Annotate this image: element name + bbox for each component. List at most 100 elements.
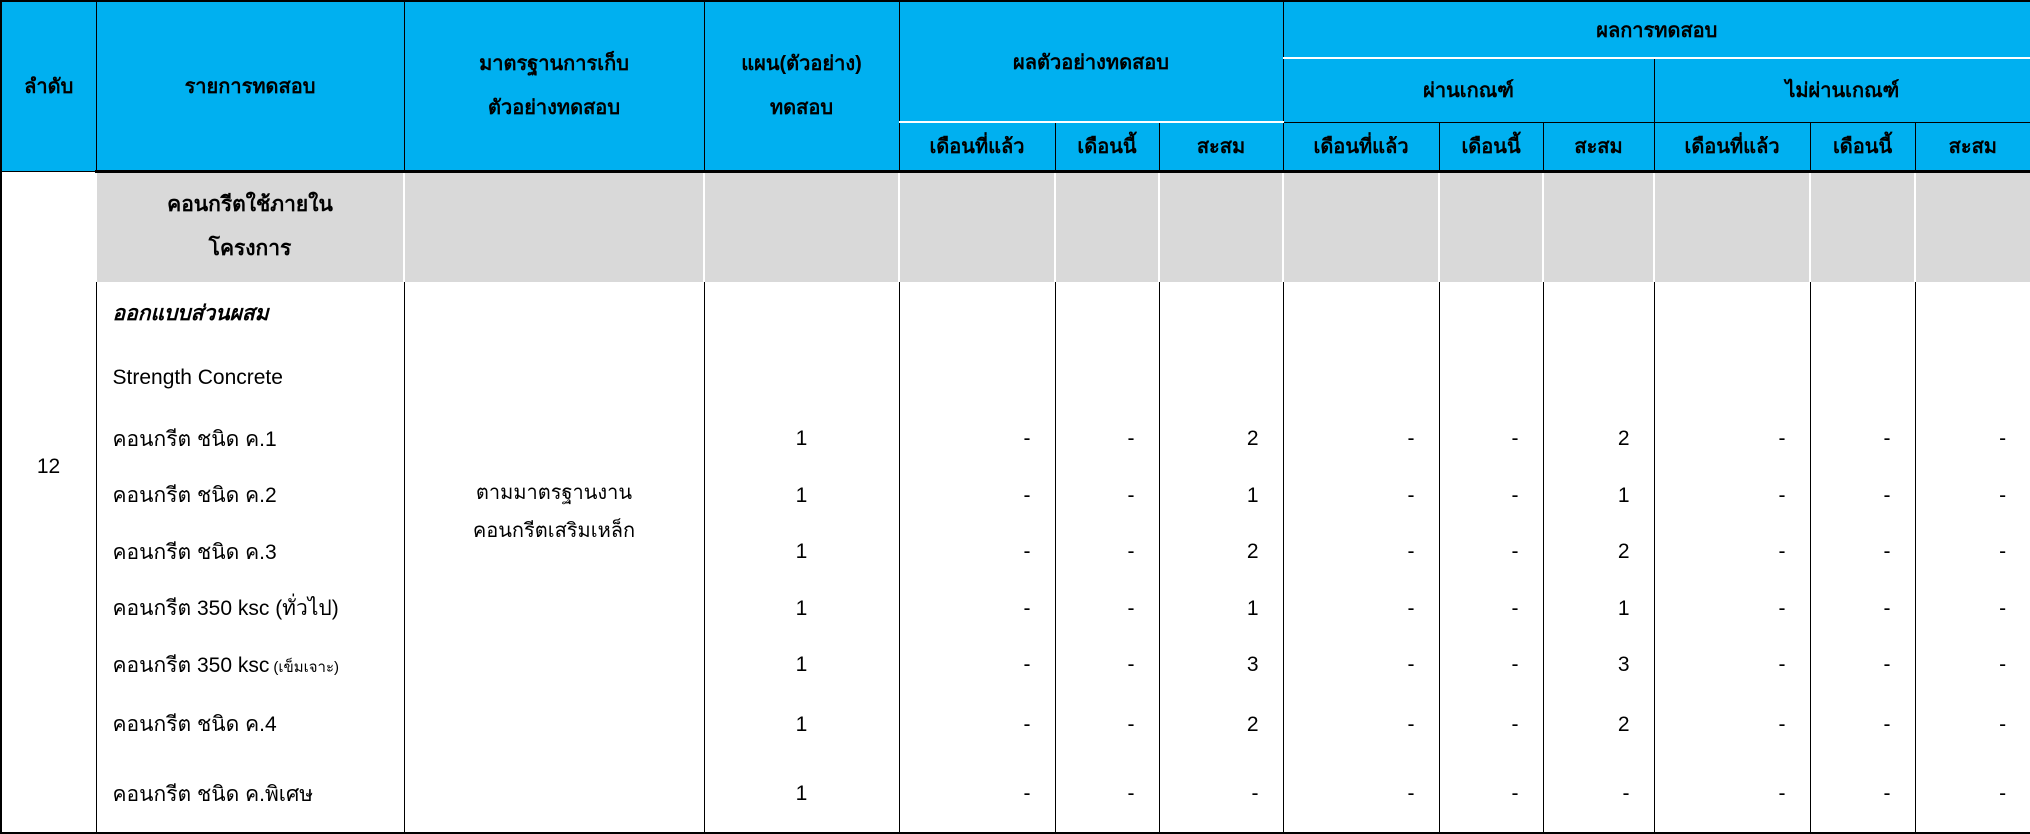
cell-plan: 1 xyxy=(703,580,900,638)
cell-fail-this-month: - xyxy=(1809,467,1916,525)
test-item-text: คอนกรีต ชนิด ค.2 xyxy=(112,484,277,508)
cell-sample-last-month: - xyxy=(898,693,1056,757)
header-plan-samples-line2: ทดสอบ xyxy=(769,96,834,119)
cell-fail-cumulative: - xyxy=(1914,411,2030,468)
sampling-standard-line2: คอนกรีตเสริมเหล็ก xyxy=(472,520,636,542)
header-plan-samples: แผน(ตัวอย่าง) ทดสอบ xyxy=(703,0,900,172)
cell-fail-this-month: - xyxy=(1809,580,1916,638)
header-no: ลำดับ xyxy=(0,0,97,172)
cell-plan: 1 xyxy=(703,467,900,525)
table-row: คอนกรีต 350 ksc (เข็มเจาะ) 1 - - 3 - - 3 … xyxy=(1,637,2030,694)
cell-pass-cumulative: - xyxy=(1542,756,1655,833)
subheader-fail-last-month: เดือนที่แล้ว xyxy=(1653,121,1811,173)
cell-sample-last-month: - xyxy=(898,411,1056,468)
sampling-standard-line1: ตามมาตรฐานงาน xyxy=(475,482,633,504)
cell-sample-cumulative: 2 xyxy=(1158,411,1284,468)
table-row: Strength Concrete xyxy=(1,344,2030,412)
cell-sample-last-month: - xyxy=(898,637,1056,694)
row-number-value: 12 xyxy=(36,454,61,478)
subheader-pass-last-month: เดือนที่แล้ว xyxy=(1282,121,1440,173)
table-row: คอนกรีต 350 ksc (ทั่วไป) 1 - - 1 - - 1 -… xyxy=(1,580,2030,638)
section-cell xyxy=(1054,169,1160,282)
section-cell xyxy=(1438,169,1545,282)
cell-fail-this-month xyxy=(1809,282,1916,345)
cell-sample-this-month: - xyxy=(1054,524,1160,581)
cell-sample-cumulative: 2 xyxy=(1158,693,1284,757)
cell-pass-cumulative: 2 xyxy=(1542,693,1655,757)
cell-pass-cumulative: 1 xyxy=(1542,467,1655,525)
test-item-text: คอนกรีต ชนิด ค.1 xyxy=(112,427,277,451)
cell-sample-last-month xyxy=(898,344,1056,412)
test-item-text: Strength Concrete xyxy=(112,365,283,389)
cell-sample-this-month: - xyxy=(1054,693,1160,757)
cell-fail-last-month: - xyxy=(1653,756,1811,833)
cell-pass-last-month: - xyxy=(1282,411,1440,468)
cell-plan xyxy=(703,344,900,412)
cell-pass-this-month: - xyxy=(1438,467,1544,525)
header-sampling-standard-line2: ตัวอย่างทดสอบ xyxy=(487,96,621,119)
cell-sample-this-month xyxy=(1054,344,1160,412)
test-item-text: คอนกรีต ชนิด ค.4 xyxy=(112,713,277,737)
cell-sample-this-month: - xyxy=(1054,756,1160,833)
cell-pass-cumulative: 2 xyxy=(1542,411,1655,468)
cell-plan xyxy=(703,282,900,345)
cell-pass-cumulative: 3 xyxy=(1542,637,1655,694)
cell-pass-this-month: - xyxy=(1438,693,1544,757)
cell-pass-last-month: - xyxy=(1282,693,1440,757)
test-item-label: คอนกรีต ชนิด ค.3 xyxy=(95,524,405,581)
table-row: คอนกรีต ชนิด ค.3 1 - - 2 - - 2 - - - xyxy=(1,524,2030,581)
section-title: คอนกรีตใช้ภายใน โครงการ xyxy=(95,169,405,282)
cell-fail-cumulative: - xyxy=(1914,756,2030,833)
subheader-sample-last-month: เดือนที่แล้ว xyxy=(898,121,1056,173)
cell-fail-cumulative: - xyxy=(1914,580,2030,638)
cell-fail-last-month: - xyxy=(1653,467,1811,525)
cell-fail-cumulative xyxy=(1914,344,2030,412)
cell-pass-this-month: - xyxy=(1438,637,1544,694)
cell-sample-cumulative: 1 xyxy=(1158,580,1284,638)
test-item-label: คอนกรีต ชนิด ค.4 xyxy=(95,693,405,757)
header-plan-samples-line1: แผน(ตัวอย่าง) xyxy=(741,52,862,75)
table-row: คอนกรีต ชนิด ค.พิเศษ 1 - - - - - - - - - xyxy=(1,756,2030,833)
section-cell xyxy=(703,169,900,282)
cell-pass-this-month xyxy=(1438,282,1544,345)
cell-fail-cumulative: - xyxy=(1914,467,2030,525)
cell-pass-last-month: - xyxy=(1282,580,1440,638)
cell-sample-cumulative: 2 xyxy=(1158,524,1284,581)
test-item-text: คอนกรีต 350 ksc xyxy=(112,653,270,677)
cell-sample-cumulative: 3 xyxy=(1158,637,1284,694)
table-row: ออกแบบส่วนผสม ตามมาตรฐานงาน คอนกรีตเสริม… xyxy=(1,282,2030,833)
section-row: 12 คอนกรีตใช้ภายใน โครงการ xyxy=(1,169,2030,833)
subheader-sample-this-month: เดือนนี้ xyxy=(1054,121,1160,173)
cell-pass-last-month xyxy=(1282,344,1440,412)
table-header: ลำดับ รายการทดสอบ มาตรฐานการเก็บ ตัวอย่า… xyxy=(0,0,2030,173)
section-title-line1: คอนกรีตใช้ภายใน xyxy=(167,193,333,217)
section-cell xyxy=(1653,169,1812,282)
table-row: คอนกรีต ชนิด ค.4 1 - - 2 - - 2 - - - xyxy=(1,693,2030,757)
cell-sample-this-month: - xyxy=(1054,467,1160,525)
test-item-label: คอนกรีต 350 ksc (เข็มเจาะ) xyxy=(95,637,405,694)
header-test-item: รายการทดสอบ xyxy=(95,0,405,172)
section-title-line2: โครงการ xyxy=(208,237,292,261)
cell-fail-cumulative: - xyxy=(1914,693,2030,757)
header-sampling-standard: มาตรฐานการเก็บ ตัวอย่างทดสอบ xyxy=(403,0,705,172)
test-item-text: คอนกรีต ชนิด ค.3 xyxy=(112,540,277,564)
cell-plan: 1 xyxy=(703,524,900,581)
cell-plan: 1 xyxy=(703,693,900,757)
section-cell xyxy=(1542,169,1656,282)
section-cell xyxy=(1157,169,1285,282)
cell-pass-last-month: - xyxy=(1282,637,1440,694)
cell-sample-cumulative: - xyxy=(1158,756,1284,833)
header-group-fail: ไม่ผ่านเกณฑ์ xyxy=(1653,57,2030,123)
header-group-test-results: ผลการทดสอบ xyxy=(1282,0,2030,59)
sampling-standard-cell: ตามมาตรฐานงาน คอนกรีตเสริมเหล็ก xyxy=(403,282,705,833)
cell-sample-last-month: - xyxy=(898,467,1056,525)
cell-plan: 1 xyxy=(703,756,900,833)
subheader-sample-cumulative: สะสม xyxy=(1158,121,1284,173)
cell-sample-last-month: - xyxy=(898,756,1056,833)
header-group-pass: ผ่านเกณฑ์ xyxy=(1282,57,1655,123)
cell-pass-last-month: - xyxy=(1282,467,1440,525)
cell-pass-cumulative: 2 xyxy=(1542,524,1655,581)
cell-plan: 1 xyxy=(703,637,900,694)
cell-fail-last-month xyxy=(1653,282,1811,345)
